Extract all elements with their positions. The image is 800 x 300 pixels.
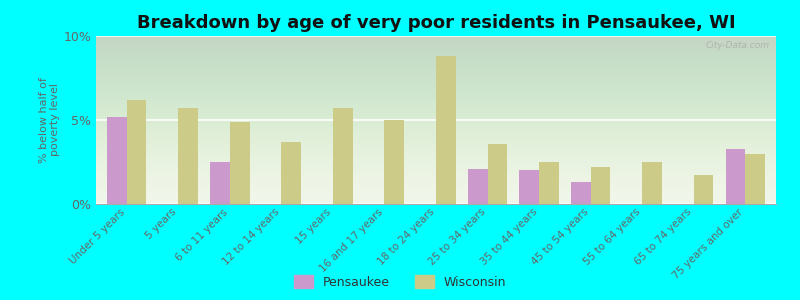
Bar xyxy=(282,142,301,204)
Bar xyxy=(590,167,610,204)
Bar xyxy=(178,108,198,204)
Bar xyxy=(571,182,590,204)
Bar xyxy=(436,56,455,204)
Bar xyxy=(210,162,230,204)
Legend: Pensaukee, Wisconsin: Pensaukee, Wisconsin xyxy=(289,270,511,294)
Bar xyxy=(127,100,146,204)
Bar xyxy=(519,170,539,204)
Title: Breakdown by age of very poor residents in Pensaukee, WI: Breakdown by age of very poor residents … xyxy=(137,14,735,32)
Y-axis label: % below half of
poverty level: % below half of poverty level xyxy=(39,77,61,163)
Bar xyxy=(487,143,507,204)
Bar xyxy=(107,117,127,204)
Bar xyxy=(230,122,250,204)
Bar xyxy=(726,148,745,204)
Bar xyxy=(468,169,487,204)
Bar xyxy=(694,176,713,204)
Bar xyxy=(745,154,765,204)
Bar xyxy=(333,108,353,204)
Bar xyxy=(539,162,558,204)
Text: City-Data.com: City-Data.com xyxy=(706,41,770,50)
Bar xyxy=(642,162,662,204)
Bar xyxy=(385,120,404,204)
